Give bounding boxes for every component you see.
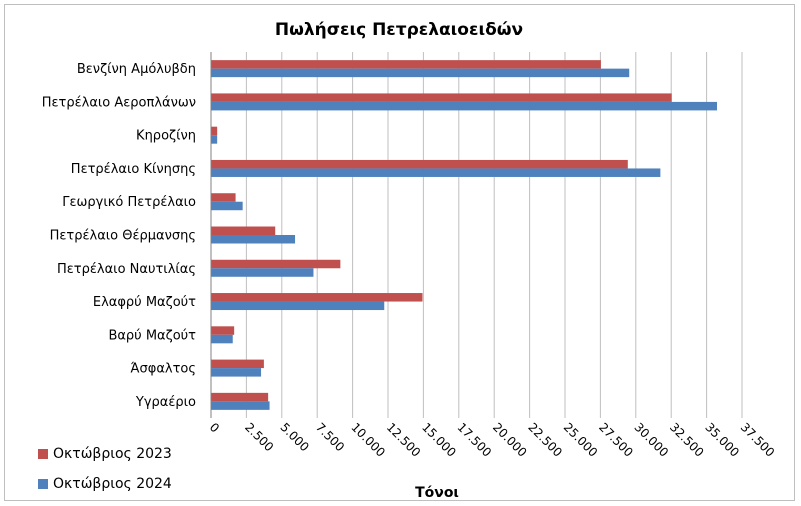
bar-oct-2024 — [211, 334, 233, 344]
bar-oct-2023 — [211, 259, 341, 269]
x-tick-label: 7.500 — [313, 420, 347, 454]
category-label: Πετρέλαιο Ναυτιλίας — [57, 262, 196, 277]
x-tick-label: 2.500 — [242, 420, 276, 454]
bar-oct-2024 — [211, 368, 262, 377]
chart-frame — [4, 4, 795, 501]
bar-oct-2024 — [211, 268, 314, 277]
x-tick-label: 15.000 — [419, 420, 459, 460]
x-tick-label: 37.500 — [738, 420, 778, 460]
x-tick-label: 35.000 — [702, 420, 742, 460]
legend-swatch — [38, 479, 48, 489]
x-tick-label: 17.500 — [455, 420, 495, 460]
x-tick-label: 10.000 — [348, 420, 388, 460]
bar-oct-2023 — [211, 126, 218, 136]
bar-oct-2023 — [211, 159, 628, 169]
category-label: Άσφαλτος — [131, 362, 197, 377]
bar-oct-2023 — [211, 93, 672, 102]
bar-oct-2024 — [211, 201, 243, 211]
legend-label: Οκτώβριος 2023 — [53, 446, 172, 462]
x-tick-label: 0 — [207, 420, 222, 435]
category-label: Ελαφρύ Μαζούτ — [93, 295, 196, 310]
bar-oct-2024 — [211, 101, 718, 111]
x-tick-labels: 0 2.500 5.000 7.500 10.00012.50015.00017.500… — [207, 420, 778, 460]
category-labels: Βενζίνη Αμόλυβδη Πετρέλαιο Αεροπλάνων Κηρο… — [42, 62, 196, 410]
category-label: Πετρέλαιο Αεροπλάνων — [42, 95, 196, 110]
x-tick-label: 25.000 — [561, 420, 601, 460]
bar-oct-2023 — [211, 392, 269, 402]
category-label: Βενζίνη Αμόλυβδη — [77, 62, 196, 77]
bar-oct-2023 — [211, 193, 236, 202]
x-tick-label: 30.000 — [632, 420, 672, 460]
bar-oct-2024 — [211, 168, 661, 177]
bar-oct-2023 — [211, 293, 423, 302]
category-label: Πετρέλαιο Κίνησης — [71, 162, 196, 177]
bar-oct-2024 — [211, 301, 385, 311]
x-tick-label: 32.500 — [667, 420, 707, 460]
x-axis-title: Τόνοι — [415, 485, 459, 501]
legend-swatch — [38, 449, 48, 459]
bars — [211, 60, 718, 410]
category-label: Υγραέριο — [135, 395, 196, 410]
bar-oct-2023 — [211, 359, 264, 369]
x-tick-label: 20.000 — [490, 420, 530, 460]
bar-oct-2024 — [211, 401, 270, 410]
legend: Οκτώβριος 2023 Οκτώβριος 2024 — [38, 446, 172, 492]
x-tick-label: 27.500 — [596, 420, 636, 460]
bar-oct-2024 — [211, 235, 296, 244]
bar-oct-2023 — [211, 226, 276, 235]
x-tick-label: 5.000 — [278, 420, 312, 454]
x-tick-label: 12.500 — [384, 420, 424, 460]
category-label: Πετρέλαιο Θέρμανσης — [50, 229, 196, 244]
legend-label: Οκτώβριος 2024 — [53, 476, 172, 492]
category-label: Βαρύ Μαζούτ — [108, 328, 196, 343]
bar-oct-2023 — [211, 60, 601, 69]
bar-oct-2024 — [211, 68, 630, 78]
bar-oct-2024 — [211, 135, 218, 144]
category-label: Κηροζίνη — [136, 129, 196, 144]
bar-oct-2023 — [211, 326, 235, 335]
gridlines — [210, 52, 743, 418]
x-tick-label: 22.500 — [525, 420, 565, 460]
category-label: Γεωργικό Πετρέλαιο — [62, 195, 196, 210]
chart-title: Πωλήσεις Πετρελαιοειδών — [275, 20, 523, 40]
